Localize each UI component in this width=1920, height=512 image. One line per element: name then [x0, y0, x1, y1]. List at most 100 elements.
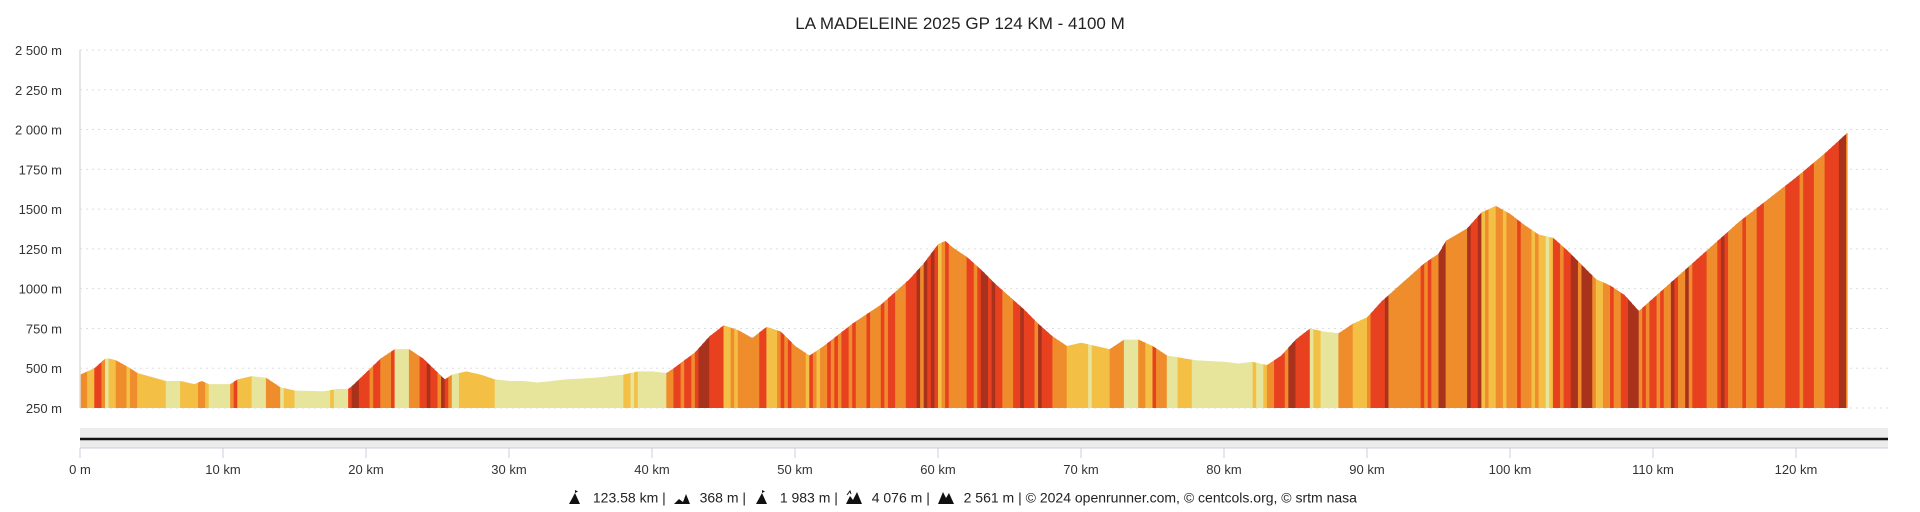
elevation-loss-icon [937, 492, 954, 505]
profile-segment [312, 390, 317, 408]
profile-segment [709, 333, 714, 408]
profile-segment [394, 349, 399, 408]
profile-segment [1148, 344, 1153, 408]
profile-segment [1674, 275, 1679, 408]
elevation-chart: 250 m 500 m 750 m 1000 m 1250 m 1500 m 1750 m 2… [15, 43, 1888, 477]
profile-segment [1102, 347, 1107, 408]
profile-segment [1395, 285, 1400, 408]
profile-segment [137, 372, 142, 408]
profile-segment [648, 371, 653, 408]
profile-segment [1131, 339, 1136, 408]
profile-segment [226, 384, 231, 408]
profile-segment [287, 388, 292, 408]
profile-segment [466, 371, 471, 408]
profile-segment [426, 362, 431, 408]
profile-segment [1617, 290, 1622, 408]
y-tick-label: 1000 m [19, 282, 62, 297]
profile-segment [605, 376, 610, 408]
profile-segment [702, 340, 707, 408]
profile-segment [526, 381, 531, 408]
profile-segment [1384, 295, 1389, 408]
profile-segment [201, 380, 206, 408]
profile-segment [1745, 213, 1750, 408]
profile-segment [1517, 219, 1522, 408]
profile-segment [1456, 232, 1461, 408]
profile-segment [616, 374, 621, 408]
profile-segment [194, 382, 199, 408]
profile-segment [1084, 343, 1089, 408]
profile-segment [905, 279, 910, 408]
profile-segment [1638, 307, 1643, 408]
profile-segment [1241, 362, 1246, 408]
max-altitude-value: 1 983 m [779, 489, 831, 506]
profile-segment [1567, 250, 1572, 408]
profile-segment [1327, 332, 1332, 408]
profile-segment [1703, 250, 1708, 408]
profile-segment [837, 332, 842, 408]
profile-segment [1592, 275, 1597, 408]
profile-segment [1195, 360, 1200, 408]
profile-segment [1431, 256, 1436, 408]
profile-segment [1585, 268, 1590, 408]
profile-segment [1220, 361, 1225, 408]
distance-value: 123.58 km [592, 489, 659, 506]
profile-segment [594, 377, 599, 408]
profile-segment [569, 378, 574, 408]
profile-segment [1459, 230, 1464, 408]
profile-segment [519, 380, 524, 408]
profile-segment [601, 376, 606, 408]
profile-segment [1570, 254, 1575, 408]
profile-segment [1835, 140, 1840, 408]
profile-segment [841, 329, 846, 408]
profile-segment [576, 378, 581, 408]
profile-segment [566, 379, 571, 408]
profile-segment [387, 351, 392, 408]
profile-segment [1302, 331, 1307, 408]
profile-segment [1377, 301, 1382, 408]
profile-segment [609, 375, 614, 408]
profile-segment [1334, 332, 1339, 408]
profile-segment [323, 390, 328, 408]
profile-segment [1030, 316, 1035, 408]
profile-segment [1359, 318, 1364, 408]
profile-segment [1016, 302, 1021, 408]
profile-segment [1774, 191, 1779, 408]
profile-segment [930, 248, 935, 408]
profile-segment [1299, 334, 1304, 408]
profile-segment [909, 275, 914, 408]
profile-segment [1524, 225, 1529, 408]
profile-segment [144, 374, 149, 408]
x-tick-label: 70 km [1063, 462, 1098, 477]
profile-segment [634, 371, 639, 408]
profile-segment [1438, 247, 1443, 408]
profile-segment [1288, 343, 1293, 408]
profile-segment [1234, 363, 1239, 408]
profile-segment [326, 390, 331, 408]
profile-segment [830, 337, 835, 408]
profile-segment [462, 371, 467, 408]
profile-segment [1392, 288, 1396, 408]
profile-segment [473, 372, 478, 408]
profile-segment [1613, 287, 1618, 408]
profile-segment [1013, 299, 1018, 408]
profile-segment [1374, 305, 1379, 408]
profile-segment [741, 332, 746, 408]
profile-segment [172, 380, 177, 408]
profile-segment [158, 378, 163, 408]
profile-segment [1624, 295, 1629, 408]
profile-segment [1828, 146, 1833, 408]
profile-segment [162, 379, 167, 408]
x-tick-label: 80 km [1206, 462, 1241, 477]
profile-segment [305, 390, 310, 408]
profile-segment [248, 376, 252, 408]
profile-segment [383, 353, 388, 408]
profile-segment [491, 378, 496, 408]
profile-segment [1381, 298, 1386, 408]
profile-segment [83, 371, 88, 408]
profile-segment [1606, 283, 1611, 408]
y-tick-label: 2 000 m [15, 123, 62, 138]
profile-segment [1177, 357, 1182, 408]
profile-segment [777, 330, 782, 408]
profile-segment [176, 380, 181, 408]
profile-segment [280, 387, 285, 408]
